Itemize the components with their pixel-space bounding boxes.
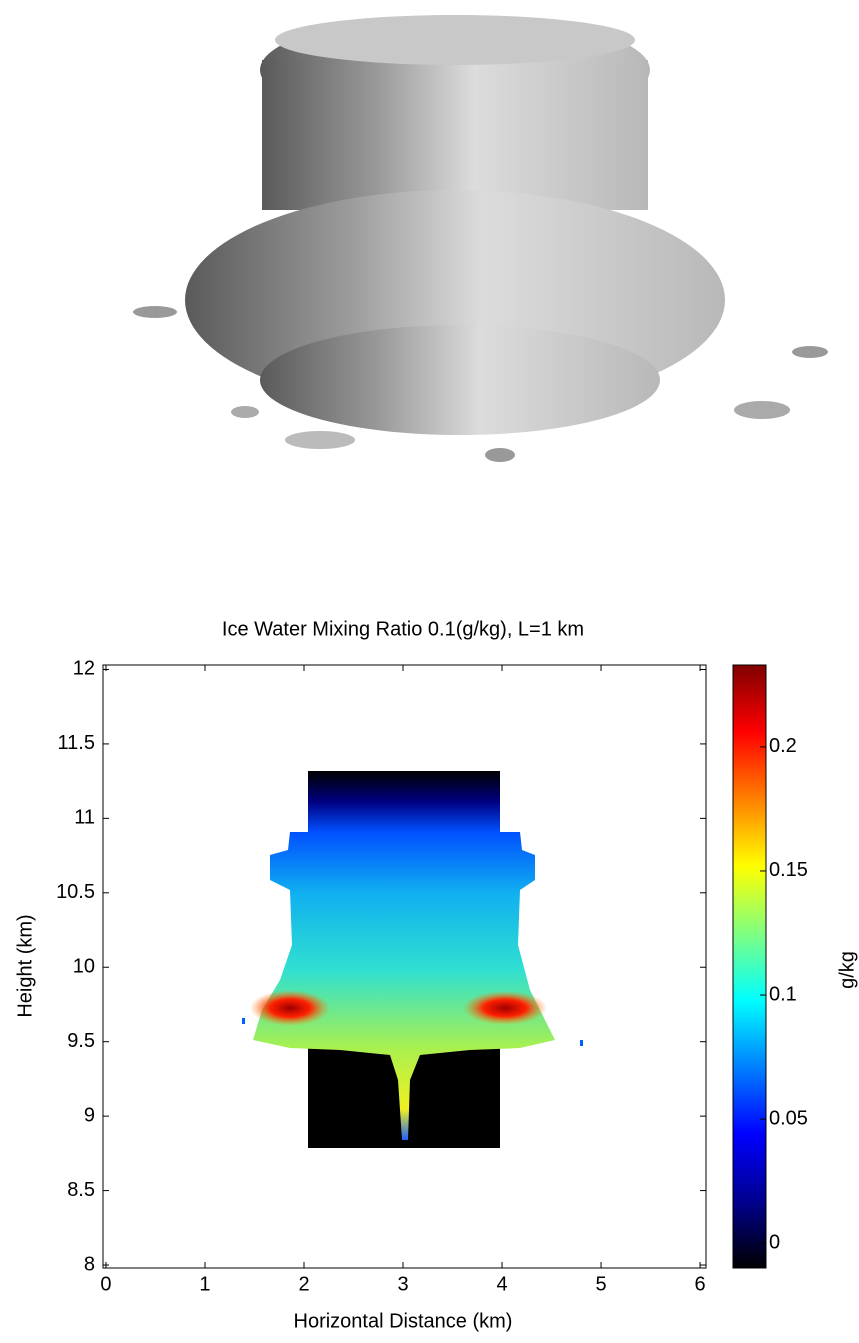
x-tick-label: 2 <box>298 1273 309 1295</box>
colorbar-tick-label: 0.2 <box>769 735 797 757</box>
x-tick-label: 6 <box>694 1273 705 1295</box>
y-tick-label: 9 <box>84 1104 95 1126</box>
colorbar-tick-label: 0.05 <box>769 1107 808 1129</box>
x-tick-label: 5 <box>595 1273 606 1295</box>
x-axis-label: Horizontal Distance (km) <box>294 1310 513 1332</box>
y-tick-label: 12 <box>73 658 95 680</box>
y-tick-label: 11.5 <box>58 732 95 754</box>
y-tick-label: 8.5 <box>67 1179 95 1201</box>
colorbar-label: g/kg <box>836 951 858 989</box>
y-tick-label: 10 <box>73 956 95 978</box>
x-tick-label: 4 <box>496 1273 507 1295</box>
chart-title: Ice Water Mixing Ratio 0.1(g/kg), L=1 km <box>222 618 584 640</box>
x-tick-label: 1 <box>199 1273 210 1295</box>
colorbar <box>732 664 767 1269</box>
colorbar-tick-label: 0.1 <box>769 983 797 1005</box>
y-tick-label: 9.5 <box>67 1030 95 1052</box>
y-tick-label: 10.5 <box>56 881 95 903</box>
cloud-render <box>133 15 828 462</box>
plot-frame <box>102 664 707 1269</box>
y-axis-label: Height (km) <box>14 914 36 1017</box>
x-tick-label: 0 <box>100 1273 111 1295</box>
y-tick-label: 8 <box>84 1253 95 1275</box>
colorbar-tick-label: 0 <box>769 1231 780 1253</box>
colorbar-tick-label: 0.15 <box>769 859 808 881</box>
heatmap-field <box>242 771 583 1148</box>
x-tick-label: 3 <box>397 1273 408 1295</box>
y-tick-label: 11 <box>74 807 95 829</box>
